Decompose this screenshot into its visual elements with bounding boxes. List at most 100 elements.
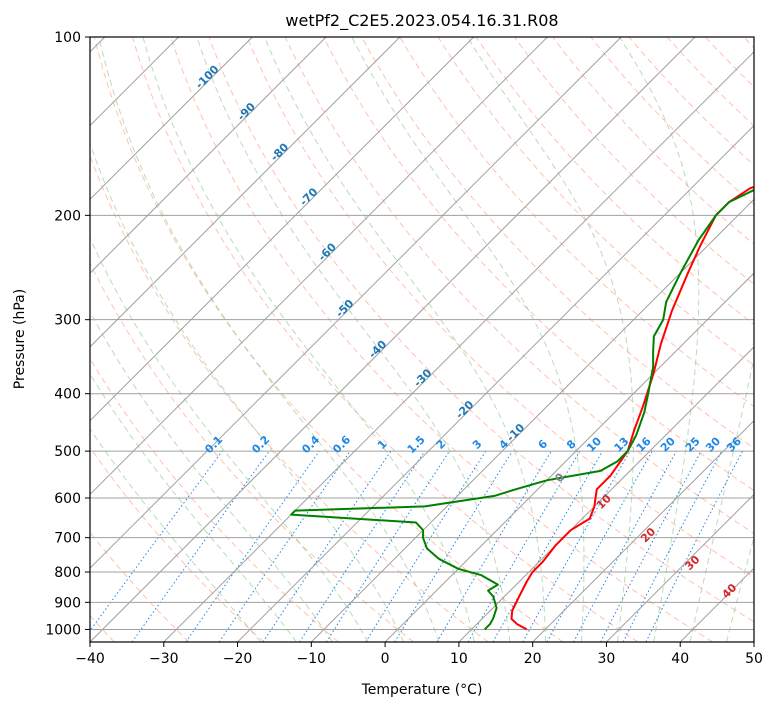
dry-adiabat-line xyxy=(93,37,564,642)
dry-adiabats xyxy=(90,37,754,642)
moist-adiabat-line xyxy=(142,37,475,642)
isotherm-label: -70 xyxy=(297,185,320,208)
line-annotations: -100-90-80-70-60-50-40-30-20-100.1 0.2 0.4… xyxy=(193,63,744,602)
moist-adiabat-line xyxy=(689,356,754,642)
y-tick-label: 500 xyxy=(54,444,81,460)
dry-adiabat-line xyxy=(246,37,754,578)
isotherm-line xyxy=(163,51,754,642)
mixing-ratio-label: 1 xyxy=(375,437,390,452)
dry-adiabat-line xyxy=(437,37,754,366)
moist-adiabat-line xyxy=(619,37,700,642)
isotherm-lines xyxy=(90,37,754,642)
mixing-ratio-label: 6 xyxy=(536,437,551,452)
y-tick-label: 100 xyxy=(54,30,81,46)
moist-adiabat-line xyxy=(90,310,333,642)
dry-adiabat-line xyxy=(361,37,754,449)
mixing-ratio-line xyxy=(600,450,702,642)
mixing-ratio-line xyxy=(90,450,223,632)
y-tick-label: 700 xyxy=(54,531,81,547)
mixing-ratio-line xyxy=(546,450,653,642)
isotherm-label: -90 xyxy=(235,100,258,123)
isotherm-label: -50 xyxy=(333,297,356,320)
moist-adiabat-label: 40 xyxy=(719,581,739,601)
mixing-ratio-label: 0.4 xyxy=(299,433,322,456)
plot-frame xyxy=(89,36,755,643)
dry-adiabat-line xyxy=(208,37,754,623)
moist-adiabat-line xyxy=(196,37,511,642)
mixing-ratio-label: 0.6 xyxy=(330,433,353,456)
moist-adiabat-line xyxy=(763,37,775,642)
isotherm-label: -60 xyxy=(316,240,339,263)
moist-adiabat-line xyxy=(98,37,440,642)
isotherm-line xyxy=(606,493,754,642)
isotherm-line xyxy=(753,641,754,642)
dry-adiabat-line xyxy=(513,37,754,285)
isotherm-label: -100 xyxy=(193,63,222,92)
isotherm-label: -10 xyxy=(504,421,527,444)
x-axis-ticks: −40 −30 −20 −10 0 10 20 30 40 50 xyxy=(75,642,763,667)
mixing-ratio-line xyxy=(262,450,392,642)
x-tick-label: 50 xyxy=(745,651,763,667)
moist-adiabat-line xyxy=(264,37,547,642)
dry-adiabat-line xyxy=(552,37,754,245)
y-tick-label: 400 xyxy=(54,387,81,403)
x-axis-label: Temperature (°C) xyxy=(361,682,483,698)
mixing-ratio-line xyxy=(185,450,320,642)
moist-adiabats xyxy=(90,37,775,642)
x-tick-label: −30 xyxy=(149,651,179,667)
x-tick-label: −10 xyxy=(297,651,327,667)
dry-adiabat-line xyxy=(590,37,754,206)
dry-adiabat-line xyxy=(90,262,414,642)
moist-adiabat-line xyxy=(90,372,297,642)
mixing-ratio-label: 0.2 xyxy=(249,433,272,456)
mixing-ratio-line xyxy=(218,450,351,642)
isotherm-label: -80 xyxy=(268,140,291,163)
dry-adiabat-line xyxy=(170,37,713,642)
isotherm-line xyxy=(90,37,696,642)
x-tick-label: 10 xyxy=(450,651,468,667)
sounding-series xyxy=(290,185,754,631)
isotherm-label: -20 xyxy=(453,398,476,421)
dry-adiabat-line xyxy=(628,37,754,166)
mixing-ratio-label: 3 xyxy=(470,437,485,452)
moist-adiabat-line xyxy=(90,141,405,642)
moist-adiabat-label: 20 xyxy=(638,525,658,545)
isotherm-line xyxy=(679,567,754,642)
moist-adiabat-line xyxy=(351,37,585,642)
dry-adiabat-line xyxy=(666,37,754,127)
mixing-ratio-line xyxy=(522,450,631,642)
x-tick-label: −20 xyxy=(223,651,253,667)
moist-adiabat-line xyxy=(90,236,369,642)
x-tick-label: 30 xyxy=(598,651,616,667)
dry-adiabat-line xyxy=(475,37,754,326)
isotherm-line xyxy=(310,198,754,642)
isotherm-line xyxy=(458,346,754,642)
mixing-ratio-line xyxy=(131,450,270,642)
isotherm-label: -30 xyxy=(411,366,434,389)
isotherm-line xyxy=(90,37,327,274)
y-tick-label: 300 xyxy=(54,313,81,329)
x-tick-label: −40 xyxy=(75,651,105,667)
isotherm-line xyxy=(90,37,475,422)
y-axis-label: Pressure (hPa) xyxy=(12,289,28,389)
dry-adiabat-line xyxy=(323,37,754,492)
y-tick-label: 900 xyxy=(54,595,81,611)
isotherm-line xyxy=(384,272,754,642)
dry-adiabat-line xyxy=(743,37,754,49)
mixing-ratio-label: 2 xyxy=(434,437,449,452)
y-axis-ticks: 100 200 300 400 500 600 700 800 900 1000 xyxy=(45,30,90,638)
x-tick-label: 0 xyxy=(381,651,390,667)
y-tick-label: 600 xyxy=(54,491,81,507)
dry-adiabat-line xyxy=(90,446,265,642)
y-tick-label: 1000 xyxy=(45,622,81,638)
mixing-ratio-line xyxy=(299,450,426,642)
pressure-grid xyxy=(90,37,754,630)
x-tick-label: 40 xyxy=(671,651,689,667)
mixing-ratio-lines xyxy=(90,450,743,642)
mixing-ratio-line xyxy=(645,450,743,642)
dry-adiabat-line xyxy=(90,531,190,642)
moist-adiabat-line xyxy=(726,535,754,642)
dry-adiabat-line xyxy=(132,37,639,642)
dry-adiabat-line xyxy=(284,37,754,535)
